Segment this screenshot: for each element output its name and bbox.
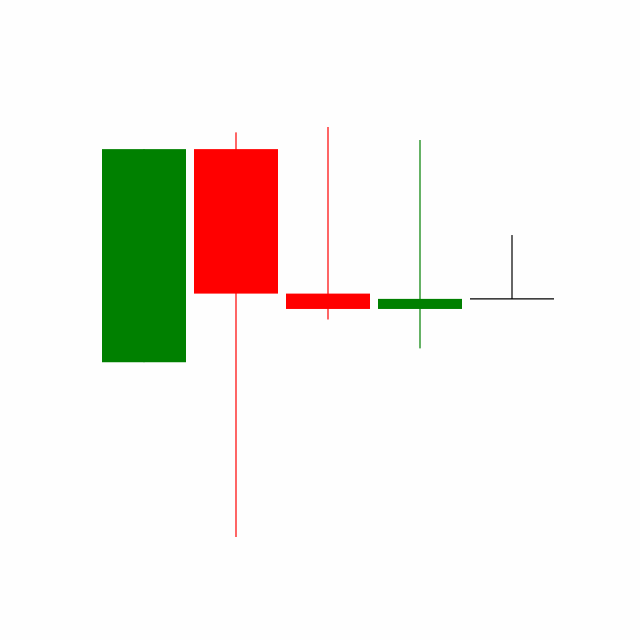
candle-body — [286, 293, 370, 309]
candle-body — [102, 149, 186, 363]
candle-5 — [470, 235, 554, 300]
candle-body — [194, 149, 278, 294]
candle-body — [378, 298, 462, 309]
candle-2 — [194, 132, 278, 537]
candle-3 — [286, 127, 370, 320]
candle-4 — [378, 140, 462, 349]
candle-1 — [102, 149, 186, 363]
